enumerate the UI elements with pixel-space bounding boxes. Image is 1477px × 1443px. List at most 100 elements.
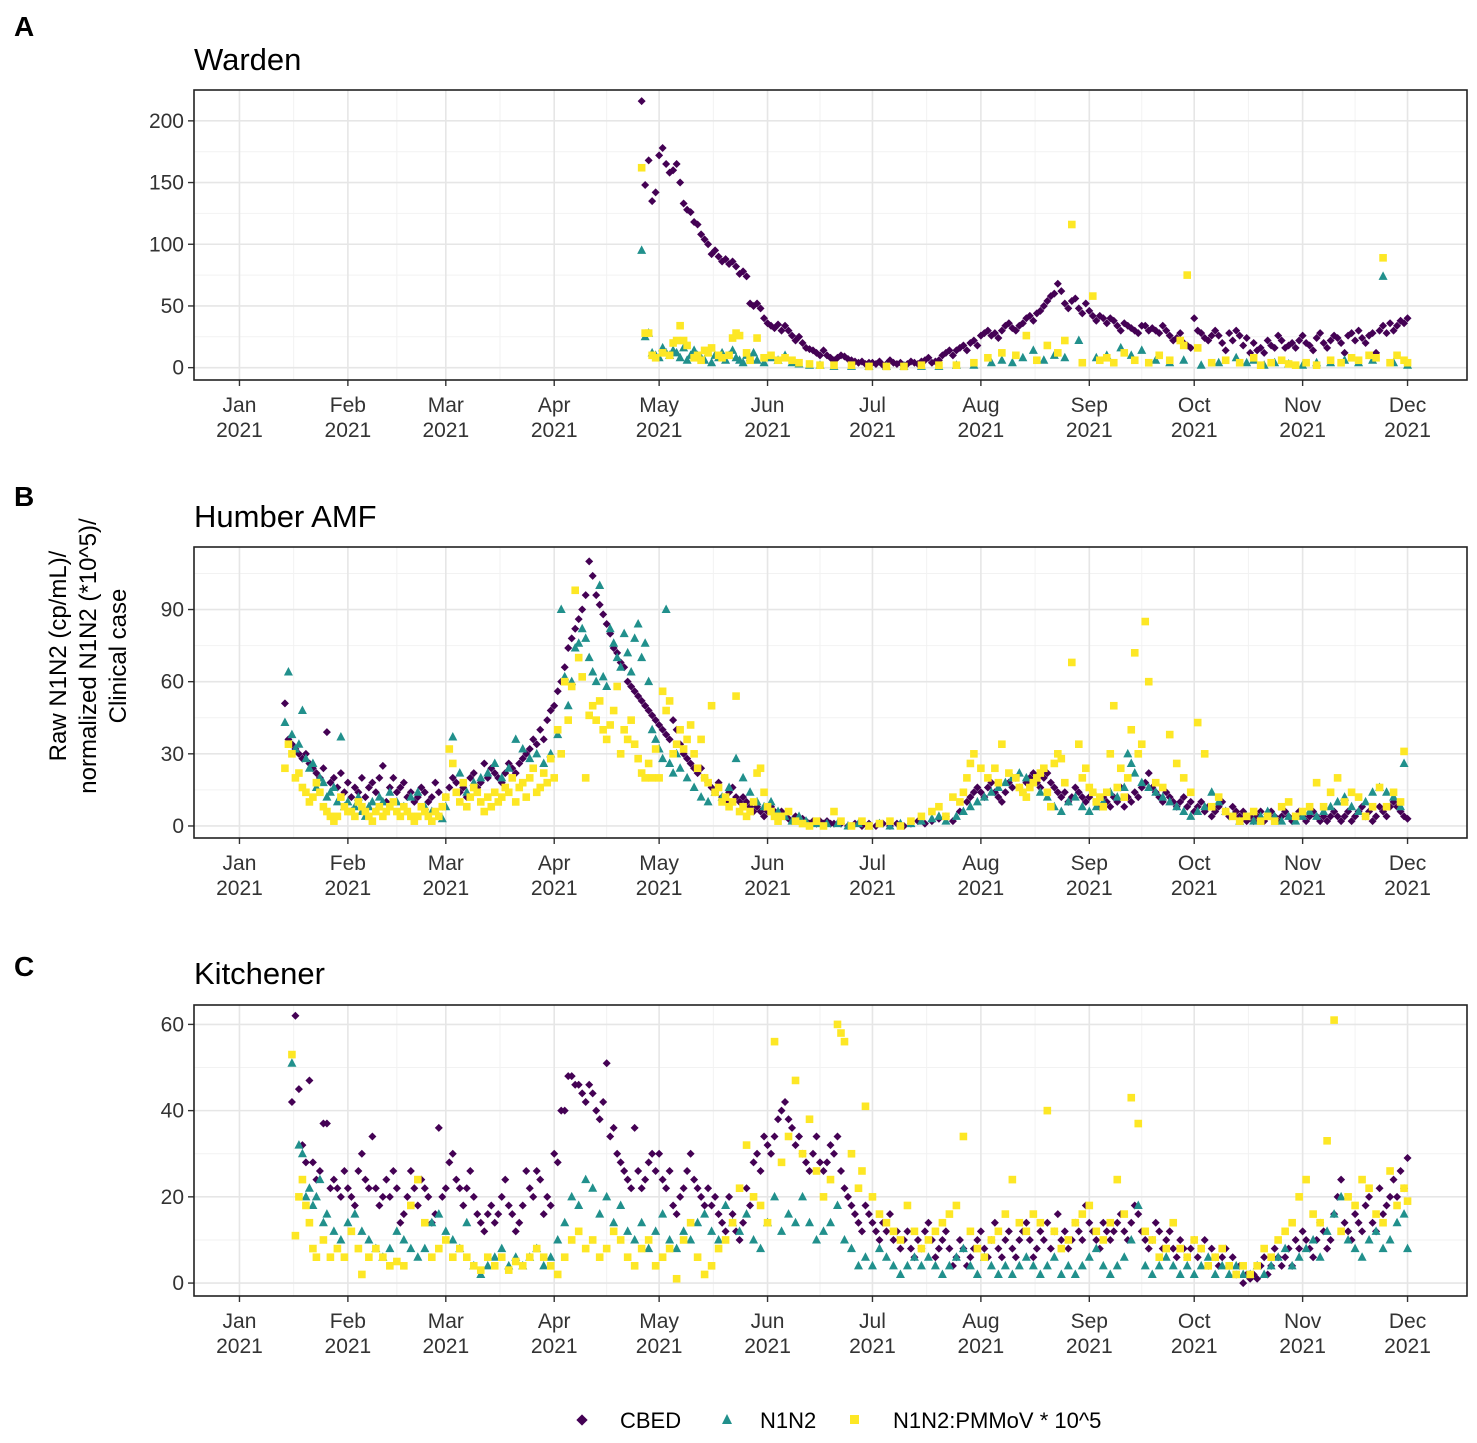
point-n1n2: [819, 1226, 829, 1235]
point-n1n2-pmmov: [837, 817, 845, 825]
point-n1n2-pmmov: [466, 793, 475, 801]
point-n1n2: [1126, 758, 1136, 767]
point-cbed: [693, 220, 702, 229]
point-n1n2-pmmov: [1075, 740, 1083, 749]
point-cbed: [697, 230, 706, 239]
point-cbed: [1074, 1227, 1083, 1236]
panel-humber-amf: B Humber AMF 0306090Jan2021Feb2021Mar202…: [14, 481, 1468, 900]
point-cbed: [1225, 329, 1234, 338]
x-tick-label-month: Jun: [751, 394, 785, 417]
point-n1n2: [511, 734, 521, 743]
point-cbed: [679, 199, 688, 208]
point-n1n2: [941, 816, 951, 825]
point-cbed: [1207, 1244, 1216, 1253]
point-n1n2-pmmov: [882, 1218, 891, 1227]
point-n1n2-pmmov: [1043, 1106, 1052, 1115]
point-cbed: [522, 1166, 531, 1175]
point-cbed: [1186, 797, 1195, 806]
point-cbed: [658, 725, 667, 734]
point-n1n2: [1091, 801, 1101, 811]
x-tick-label-year: 2021: [531, 419, 578, 442]
point-n1n2-pmmov: [774, 356, 782, 365]
point-cbed: [983, 783, 992, 792]
point-n1n2: [1203, 1252, 1213, 1261]
point-cbed: [966, 793, 975, 802]
point-n1n2-pmmov: [396, 812, 405, 821]
point-n1n2: [455, 768, 465, 777]
point-cbed: [683, 754, 692, 763]
point-n1n2-pmmov: [435, 812, 443, 821]
point-n1n2-pmmov: [935, 361, 943, 369]
point-cbed: [1057, 1235, 1066, 1244]
point-n1n2: [1385, 1234, 1395, 1244]
x-tick-label-year: 2021: [849, 1335, 896, 1358]
point-n1n2-pmmov: [746, 807, 754, 816]
point-n1n2: [609, 1217, 619, 1227]
point-n1n2: [1273, 1252, 1283, 1261]
point-n1n2: [888, 1260, 898, 1270]
point-cbed: [1039, 301, 1048, 310]
point-n1n2-pmmov: [599, 725, 607, 734]
x-tick-label-month: Aug: [962, 852, 999, 875]
point-n1n2: [1329, 1209, 1339, 1218]
point-cbed: [669, 1201, 678, 1210]
point-n1n2: [1091, 1243, 1101, 1253]
point-n1n2-pmmov: [980, 1253, 989, 1261]
point-n1n2-pmmov: [1116, 764, 1125, 773]
point-cbed: [1176, 797, 1185, 806]
point-cbed: [728, 1210, 737, 1219]
point-n1n2-pmmov: [337, 793, 345, 801]
point-n1n2: [1112, 792, 1122, 801]
point-n1n2-pmmov: [1326, 356, 1335, 365]
point-cbed: [592, 591, 601, 600]
point-n1n2-pmmov: [525, 774, 534, 782]
x-tick-label-month: Oct: [1178, 394, 1211, 417]
point-n1n2-pmmov: [1246, 1270, 1254, 1279]
point-cbed: [1088, 311, 1097, 320]
point-n1n2: [609, 638, 619, 647]
point-n1n2-pmmov: [613, 682, 621, 691]
x-tick-label-month: Oct: [1178, 852, 1211, 875]
point-n1n2-pmmov: [816, 361, 824, 369]
legend-marker-n1n2: [722, 1414, 732, 1424]
point-cbed: [609, 1123, 618, 1132]
point-n1n2-pmmov: [1288, 1218, 1296, 1227]
x-tick-label-year: 2021: [744, 1335, 791, 1358]
point-cbed: [539, 735, 548, 744]
point-cbed: [364, 783, 373, 792]
point-n1n2: [602, 1191, 612, 1201]
y-tick-label: 150: [149, 172, 184, 195]
point-cbed: [816, 1158, 825, 1167]
point-n1n2: [343, 1217, 353, 1227]
point-n1n2-pmmov: [469, 1262, 478, 1270]
point-cbed: [1169, 1244, 1178, 1253]
point-n1n2: [434, 1209, 444, 1218]
point-cbed: [1025, 311, 1034, 320]
point-n1n2-pmmov: [900, 362, 908, 371]
point-n1n2: [686, 1234, 696, 1244]
point-cbed: [585, 1080, 594, 1089]
point-cbed: [1403, 1154, 1412, 1163]
point-n1n2-pmmov: [1281, 1227, 1289, 1236]
point-n1n2-pmmov: [865, 822, 873, 830]
point-n1n2-pmmov: [1134, 1119, 1143, 1128]
point-n1n2-pmmov: [1207, 358, 1216, 367]
point-n1n2-pmmov: [372, 1244, 380, 1253]
x-tick-label-month: Nov: [1284, 394, 1322, 417]
point-n1n2-pmmov: [987, 1236, 996, 1244]
point-n1n2-pmmov: [725, 351, 733, 360]
point-cbed: [357, 1149, 366, 1158]
point-n1n2: [1312, 811, 1322, 820]
point-n1n2-pmmov: [620, 725, 628, 734]
point-cbed: [588, 1089, 597, 1098]
point-cbed: [1004, 1227, 1013, 1236]
point-cbed: [581, 591, 590, 600]
point-cbed: [483, 1210, 492, 1219]
point-cbed: [378, 1192, 387, 1201]
point-n1n2-pmmov: [560, 677, 569, 686]
point-n1n2-pmmov: [480, 807, 489, 816]
point-n1n2: [532, 748, 542, 758]
point-n1n2: [297, 1148, 307, 1158]
point-cbed: [1302, 1235, 1311, 1244]
point-n1n2: [1063, 1260, 1073, 1270]
